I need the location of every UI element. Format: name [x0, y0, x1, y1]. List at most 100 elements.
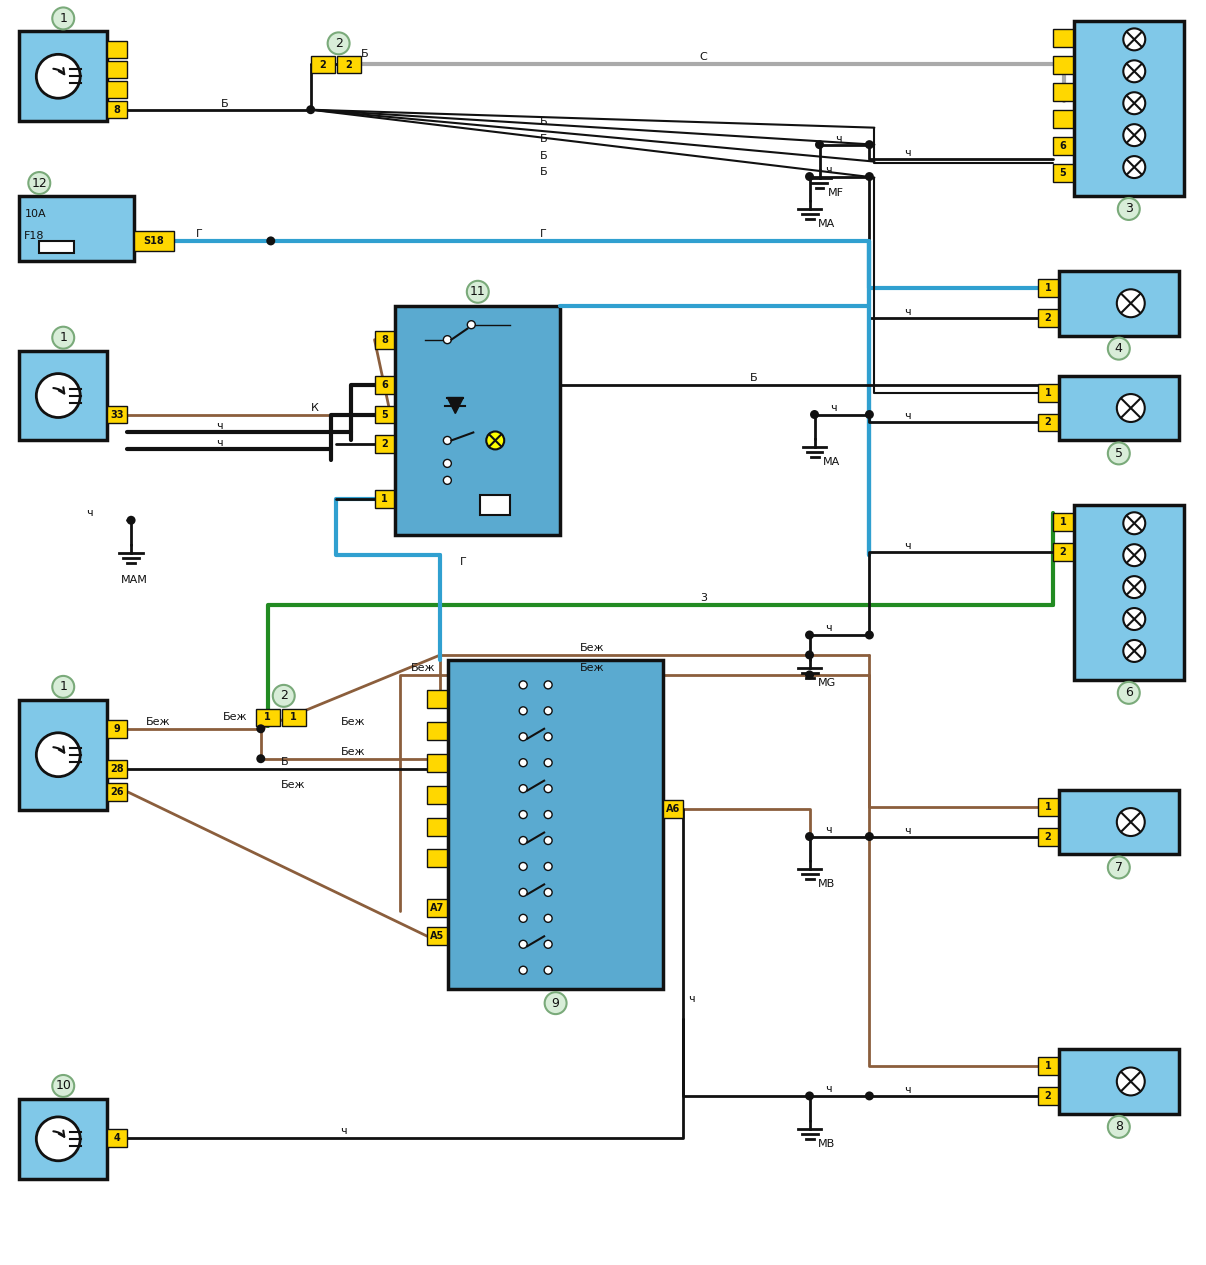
- Circle shape: [544, 915, 552, 922]
- Bar: [396, 306, 560, 535]
- Bar: [1053, 110, 1073, 128]
- Text: MA: MA: [818, 219, 835, 229]
- Bar: [375, 491, 394, 509]
- Text: C: C: [699, 52, 708, 62]
- Circle shape: [257, 754, 265, 763]
- Bar: [107, 783, 127, 801]
- Text: MB: MB: [818, 1138, 835, 1149]
- Text: 1: 1: [59, 331, 68, 344]
- Bar: [1038, 1087, 1058, 1104]
- Text: ч: ч: [340, 1126, 347, 1136]
- Circle shape: [865, 1092, 874, 1101]
- Circle shape: [1123, 544, 1146, 567]
- Circle shape: [1108, 338, 1130, 359]
- Circle shape: [306, 105, 315, 114]
- Bar: [1059, 376, 1178, 440]
- Text: ч: ч: [904, 1085, 911, 1095]
- Text: 2: 2: [1044, 312, 1052, 323]
- Circle shape: [36, 1117, 81, 1161]
- Text: Беж: Беж: [146, 717, 171, 727]
- Bar: [19, 1099, 107, 1179]
- Bar: [1073, 22, 1183, 196]
- Text: 4: 4: [1114, 342, 1123, 355]
- Text: ч: ч: [831, 402, 837, 412]
- Text: 28: 28: [110, 764, 124, 774]
- Text: Б: Б: [281, 756, 288, 767]
- Text: 12: 12: [31, 177, 47, 190]
- Bar: [1038, 1058, 1058, 1075]
- Text: ч: ч: [904, 306, 911, 316]
- Text: ч: ч: [904, 541, 911, 552]
- Text: 2: 2: [1044, 1090, 1052, 1101]
- Circle shape: [865, 832, 874, 841]
- Text: ч: ч: [904, 411, 911, 421]
- Bar: [427, 786, 447, 803]
- Circle shape: [467, 321, 475, 329]
- Circle shape: [544, 707, 552, 715]
- Circle shape: [52, 676, 75, 698]
- Text: 2: 2: [381, 439, 388, 449]
- Bar: [427, 927, 447, 945]
- Text: 3: 3: [699, 593, 707, 603]
- Text: Г: Г: [540, 229, 546, 239]
- Bar: [1038, 798, 1058, 816]
- Text: 9: 9: [551, 997, 560, 1009]
- Bar: [1038, 383, 1058, 401]
- Text: MB: MB: [818, 879, 835, 889]
- Bar: [19, 700, 107, 810]
- Text: ч: ч: [904, 148, 911, 158]
- Text: ч: ч: [687, 994, 695, 1004]
- Circle shape: [544, 811, 552, 818]
- Text: 9: 9: [113, 724, 121, 734]
- Circle shape: [520, 707, 527, 715]
- Bar: [1038, 309, 1058, 326]
- Bar: [1059, 789, 1178, 854]
- Circle shape: [1118, 199, 1140, 220]
- Text: Б: Б: [540, 167, 548, 177]
- Circle shape: [267, 237, 275, 245]
- Bar: [256, 708, 280, 726]
- Circle shape: [1117, 290, 1144, 318]
- Circle shape: [806, 650, 814, 659]
- Text: ч: ч: [825, 622, 832, 632]
- Circle shape: [520, 836, 527, 845]
- Bar: [427, 899, 447, 917]
- Circle shape: [520, 784, 527, 793]
- Text: 10: 10: [55, 1079, 71, 1093]
- Text: 10А: 10А: [24, 209, 46, 219]
- Text: 1: 1: [1060, 517, 1066, 528]
- Bar: [1053, 83, 1073, 101]
- Bar: [19, 196, 134, 261]
- Bar: [375, 435, 394, 453]
- Text: 5: 5: [1060, 168, 1066, 178]
- Circle shape: [544, 784, 552, 793]
- Circle shape: [520, 915, 527, 922]
- Text: ч: ч: [836, 134, 842, 144]
- Circle shape: [806, 832, 814, 841]
- Circle shape: [865, 410, 874, 419]
- Circle shape: [520, 966, 527, 974]
- Circle shape: [806, 670, 814, 679]
- Text: 1: 1: [264, 712, 271, 722]
- Circle shape: [544, 863, 552, 870]
- Circle shape: [1117, 395, 1144, 423]
- Circle shape: [467, 281, 488, 302]
- Circle shape: [444, 459, 451, 467]
- Text: Г: Г: [195, 229, 203, 239]
- Circle shape: [520, 888, 527, 897]
- Circle shape: [520, 732, 527, 741]
- Bar: [1038, 278, 1058, 297]
- Circle shape: [1108, 856, 1130, 878]
- Bar: [311, 57, 334, 73]
- Circle shape: [1123, 28, 1146, 51]
- Text: MA: MA: [822, 458, 839, 467]
- Bar: [107, 61, 127, 78]
- Bar: [107, 760, 127, 778]
- Bar: [107, 42, 127, 58]
- Text: МАМ: МАМ: [121, 576, 148, 586]
- Text: 5: 5: [1114, 447, 1123, 460]
- Text: Беж: Беж: [580, 643, 604, 653]
- Bar: [375, 330, 394, 349]
- Circle shape: [444, 477, 451, 484]
- Circle shape: [520, 759, 527, 767]
